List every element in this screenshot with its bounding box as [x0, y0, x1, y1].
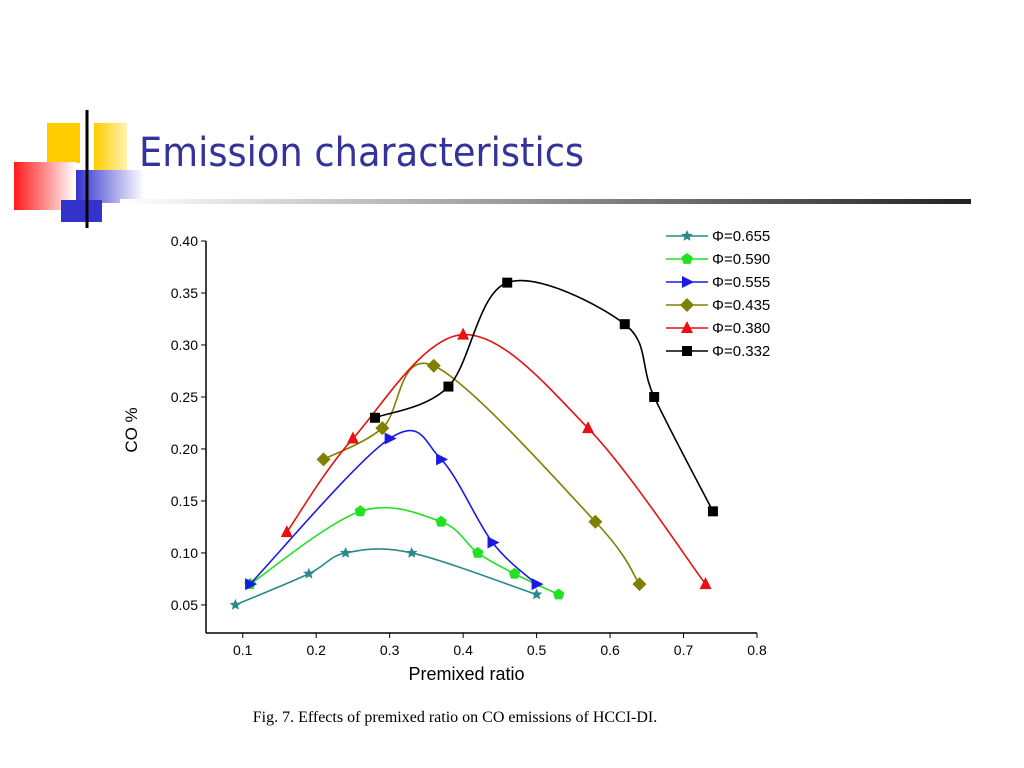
marker [502, 277, 513, 288]
marker [457, 327, 470, 340]
marker [681, 230, 693, 241]
x-tick-label: 0.1 [233, 642, 253, 658]
marker [619, 319, 630, 330]
chart: 0.05 0.10 0.15 0.20 0.25 0.30 0.35 0.40 0.1 0.2 0.… [122, 228, 770, 684]
marker [707, 506, 718, 517]
marker [303, 567, 315, 579]
slide-title: Emission characteristics [139, 130, 585, 176]
y-tick-label: 0.15 [171, 493, 198, 509]
marker [632, 577, 647, 592]
marker [582, 421, 595, 434]
marker [530, 588, 543, 600]
marker [316, 452, 331, 467]
marker [682, 346, 692, 356]
series-line [374, 279, 714, 512]
x-axis-label: Premixed ratio [408, 664, 524, 684]
legend-label: Φ=0.555 [712, 274, 770, 291]
marker [649, 391, 660, 402]
y-tick-label: 0.25 [171, 389, 198, 405]
y-axis-label: CO % [122, 407, 141, 452]
x-tick-label: 0.6 [600, 642, 620, 658]
y-tick-label: 0.10 [171, 545, 198, 561]
caption: Fig. 7. Effects of premixed ratio on CO … [253, 709, 658, 726]
marker [588, 514, 603, 529]
marker [508, 567, 521, 579]
marker [384, 432, 397, 445]
marker [681, 321, 693, 333]
y-tick-label: 0.40 [171, 233, 198, 249]
legend-label: Φ=0.380 [712, 320, 770, 337]
marker [354, 505, 366, 517]
legend-label: Φ=0.590 [712, 251, 770, 268]
marker [339, 546, 352, 558]
marker [487, 536, 500, 549]
series-line [235, 548, 537, 606]
x-tick-label: 0.4 [453, 642, 473, 658]
x-tick-label: 0.5 [527, 642, 547, 658]
marker [435, 515, 447, 527]
series-line [323, 362, 641, 585]
series-line [249, 429, 538, 585]
x-tick-label: 0.3 [380, 642, 400, 658]
marker [443, 381, 454, 392]
x-tick-label: 0.8 [747, 642, 767, 658]
legend-label: Φ=0.655 [712, 228, 770, 245]
x-tick-label: 0.7 [674, 642, 694, 658]
marker [426, 358, 441, 373]
marker [681, 253, 693, 264]
marker [436, 453, 449, 466]
decoration [14, 110, 971, 228]
marker [472, 546, 484, 558]
y-tick-label: 0.30 [171, 337, 198, 353]
marker [699, 577, 712, 590]
legend-label: Φ=0.435 [712, 297, 770, 314]
marker [680, 298, 694, 312]
marker [375, 421, 390, 436]
marker [369, 412, 380, 423]
x-tick-label: 0.2 [306, 642, 326, 658]
marker [682, 276, 694, 288]
marker [245, 578, 258, 591]
marker [346, 431, 359, 444]
marker [406, 546, 418, 558]
marker [531, 578, 544, 591]
series-line [286, 333, 707, 585]
marker [229, 598, 242, 610]
marker [280, 525, 293, 538]
y-tick-label: 0.05 [171, 597, 198, 613]
y-tick-label: 0.35 [171, 285, 198, 301]
marker [552, 588, 565, 600]
legend-label: Φ=0.332 [712, 343, 770, 360]
y-tick-label: 0.20 [171, 441, 198, 457]
